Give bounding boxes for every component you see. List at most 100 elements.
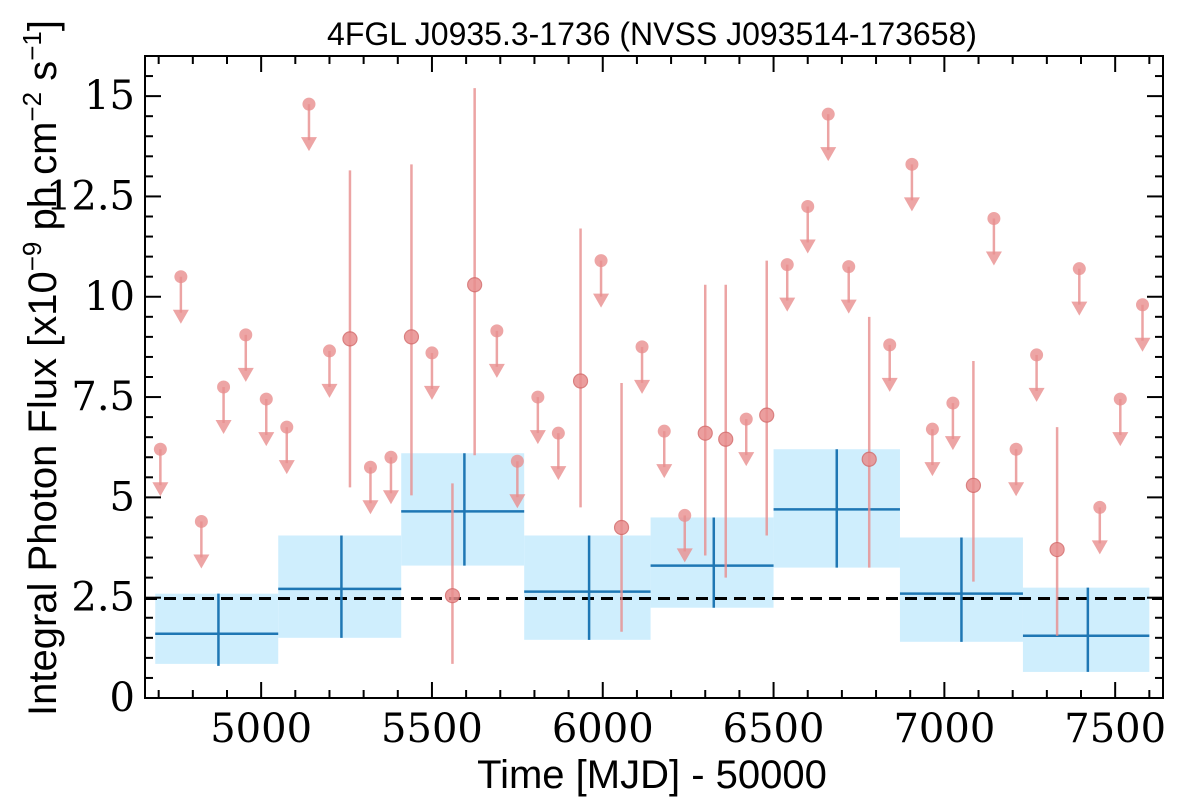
upper-limit-arrow-head: [924, 462, 941, 477]
upper-limit-point: [490, 324, 504, 338]
detection-point: [444, 588, 461, 604]
upper-limit-arrow-head: [779, 297, 796, 312]
upper-limit-point: [821, 107, 835, 121]
upper-limit-point: [987, 212, 1001, 226]
upper-limit-point: [739, 412, 753, 426]
upper-limit-point: [280, 420, 294, 434]
upper-limit-arrow-head: [172, 309, 189, 324]
chart-title: 4FGL J0935.3-1736 (NVSS J093514-173658): [327, 16, 977, 52]
upper-limit-point: [905, 157, 919, 171]
upper-limit-point: [883, 338, 897, 352]
upper-limit-arrow-head: [278, 460, 295, 475]
detection-point: [467, 277, 483, 293]
x-tick-label: 5000: [210, 706, 312, 752]
y-axis-title-main: Integral Photon Flux [x10: [21, 271, 65, 716]
detection-point: [403, 329, 420, 345]
plot-area: [145, 88, 1163, 672]
detection-point: [965, 477, 982, 493]
x-tick-label: 6500: [723, 706, 825, 752]
upper-limit-point: [594, 254, 608, 268]
upper-limit-arrow-head: [593, 293, 610, 308]
upper-limit-arrow-head: [529, 430, 546, 445]
upper-limit-arrow-head: [656, 464, 673, 479]
binned-flux-band: [650, 517, 774, 608]
y-axis-title-end: ]: [21, 20, 65, 31]
upper-limit-point: [1072, 262, 1086, 276]
upper-limit-point: [384, 450, 398, 464]
upper-limit-point: [1113, 392, 1127, 406]
upper-limit-point: [1030, 348, 1044, 362]
upper-limit-point: [1009, 442, 1023, 456]
upper-limit-arrow-head: [1071, 301, 1088, 316]
upper-limit-point: [239, 328, 253, 342]
y-axis-title-exp3: −1: [17, 31, 47, 61]
axes: 5000 5500 6000 6500 7000 7500 0 2.5 5 7.5 10 12.5 15: [46, 55, 1166, 752]
y-tick-label: 7.5: [71, 374, 135, 420]
upper-limit-arrow-head: [1112, 432, 1129, 447]
y-tick-label: 15: [84, 73, 135, 119]
detection-point: [342, 331, 358, 347]
y-axis-title-s: s: [21, 61, 65, 92]
detection-point: [861, 451, 877, 467]
detection-point: [572, 373, 589, 389]
upper-limit-point: [678, 508, 692, 522]
upper-limit-point: [363, 460, 377, 474]
upper-limit-arrow-head: [799, 239, 816, 254]
upper-limit-point: [425, 346, 439, 360]
y-tick-label: 2.5: [71, 575, 135, 621]
detection-point: [759, 407, 775, 423]
upper-limit-arrow-head: [362, 500, 379, 515]
detection-point: [1049, 541, 1065, 558]
detection-point: [697, 425, 713, 441]
y-tick-label: 10: [84, 274, 135, 320]
y-tick-label: 5: [110, 474, 135, 520]
upper-limit-arrow-head: [1091, 540, 1108, 555]
x-tick-label: 6000: [552, 706, 654, 752]
upper-limit-arrow-head: [152, 482, 169, 497]
upper-limit-arrow-head: [820, 147, 837, 162]
upper-limit-point: [1093, 500, 1107, 514]
upper-limit-arrow-head: [634, 379, 651, 394]
upper-limit-point: [153, 442, 167, 456]
upper-limit-arrow-head: [423, 385, 440, 400]
y-tick-label: 0: [110, 675, 135, 721]
y-axis-title: Integral Photon Flux [x10−9 ph cm−2 s−1]: [17, 20, 65, 716]
upper-limit-arrow-head: [903, 197, 920, 212]
upper-limit-arrow-head: [1008, 482, 1025, 497]
upper-limit-point: [510, 454, 524, 468]
upper-limit-arrow-head: [881, 377, 898, 392]
upper-limit-arrow-head: [321, 383, 338, 398]
binned-flux-band: [1022, 587, 1150, 672]
upper-limit-point: [217, 380, 231, 394]
x-tick-label: 7000: [893, 706, 995, 752]
upper-limit-point: [322, 344, 336, 358]
y-axis-title-exp2: −2: [17, 92, 47, 122]
upper-limit-point: [1136, 298, 1150, 312]
upper-limit-arrow-head: [300, 137, 317, 152]
upper-limit-arrow-head: [193, 554, 210, 569]
detection-point: [718, 431, 734, 447]
upper-limit-arrow-head: [215, 420, 232, 435]
y-axis-title-exp1: −9: [17, 242, 47, 272]
binned-flux-band: [155, 593, 279, 664]
upper-limit-point: [635, 340, 649, 354]
binned-flux-band: [401, 453, 525, 566]
x-axis-title: Time [MJD] - 50000: [477, 753, 827, 797]
upper-limit-arrow-head: [1134, 337, 1151, 352]
upper-limit-arrow-head: [488, 363, 505, 378]
x-tick-label: 7500: [1064, 706, 1166, 752]
upper-limit-arrow-head: [676, 548, 693, 563]
upper-limit-point: [302, 97, 316, 111]
upper-limit-arrow-head: [985, 251, 1002, 266]
upper-limit-point: [259, 392, 273, 406]
upper-limit-point: [194, 514, 208, 528]
upper-limit-point: [551, 426, 565, 440]
upper-limit-point: [174, 270, 188, 284]
upper-limit-point: [657, 424, 671, 438]
upper-limit-arrow-head: [738, 452, 755, 467]
upper-limit-point: [946, 396, 960, 410]
upper-limit-arrow-head: [840, 299, 857, 314]
binned-flux-band: [278, 535, 402, 638]
upper-limit-point: [842, 260, 856, 274]
